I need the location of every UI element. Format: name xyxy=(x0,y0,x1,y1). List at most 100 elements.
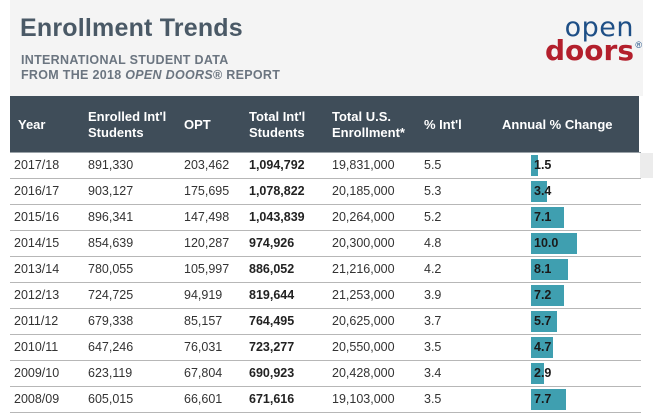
cell-us-enrollment: 20,185,000 xyxy=(332,184,395,198)
cell-us-enrollment: 20,264,000 xyxy=(332,210,395,224)
annual-change-label: 2.9 xyxy=(534,366,552,380)
cell-pct-intl: 5.2 xyxy=(424,210,442,224)
column-header-enrolled: Enrolled Int'l Students xyxy=(88,109,166,141)
cell-year: 2008/09 xyxy=(14,392,60,406)
subtitle-suffix: ® REPORT xyxy=(212,68,281,82)
cell-pct-intl: 4.8 xyxy=(424,236,442,250)
cell-enrolled: 780,055 xyxy=(88,262,134,276)
cell-us-enrollment: 20,300,000 xyxy=(332,236,395,250)
annual-change-bar xyxy=(531,207,564,228)
column-header-annual-change: Annual % Change xyxy=(502,117,613,133)
logo-registered-mark: ® xyxy=(635,40,642,50)
cell-us-enrollment: 20,625,000 xyxy=(332,314,395,328)
cell-us-enrollment: 20,428,000 xyxy=(332,366,395,380)
cell-opt: 175,695 xyxy=(184,184,230,198)
annual-change-bar xyxy=(531,259,568,280)
table-row: 2017/18 891,330 203,462 1,094,792 19,831,000… xyxy=(10,152,653,179)
table-header: Year Enrolled Int'l Students OPT Total In… xyxy=(10,96,639,152)
cell-year: 2014/15 xyxy=(14,236,60,250)
logo-doors-text: doors xyxy=(545,34,634,67)
cell-us-enrollment: 20,550,000 xyxy=(332,340,395,354)
cell-us-enrollment: 21,253,000 xyxy=(332,288,395,302)
header-band xyxy=(10,0,643,96)
cell-year: 2016/17 xyxy=(14,184,60,198)
column-header-total-line1: Total Int'l xyxy=(249,109,306,124)
subtitle-line-2: FROM THE 2018 OPEN DOORS® REPORT xyxy=(21,68,280,83)
cell-year: 2011/12 xyxy=(14,314,59,328)
cell-pct-intl: 3.4 xyxy=(424,366,442,380)
annual-change-label: 7.7 xyxy=(534,392,552,406)
cell-total: 671,616 xyxy=(249,392,295,406)
column-header-opt: OPT xyxy=(184,117,211,133)
column-header-pct-intl: % Int'l xyxy=(424,117,462,133)
annual-change-bar xyxy=(531,155,538,176)
cell-year: 2012/13 xyxy=(14,288,60,302)
cell-enrolled: 647,246 xyxy=(88,340,134,354)
annual-change-bar xyxy=(531,363,544,384)
cell-total: 690,923 xyxy=(249,366,295,380)
column-header-year-text: Year xyxy=(18,117,46,132)
cell-enrolled: 605,015 xyxy=(88,392,134,406)
cell-pct-intl: 4.2 xyxy=(424,262,442,276)
cell-enrolled: 903,127 xyxy=(88,184,134,198)
cell-total: 1,078,822 xyxy=(249,184,305,198)
table-row: 2012/13 724,725 94,919 819,644 21,253,000 3.9… xyxy=(10,283,641,309)
cell-enrolled: 854,639 xyxy=(88,236,134,250)
annual-change-label: 7.2 xyxy=(534,288,552,302)
cell-opt: 147,498 xyxy=(184,210,230,224)
table-row: 2009/10 623,119 67,804 690,923 20,428,000 3.4… xyxy=(10,361,641,387)
annual-change-label: 8.1 xyxy=(534,262,552,276)
table-body: 2017/18 891,330 203,462 1,094,792 19,831,000… xyxy=(10,152,653,413)
table-row: 2015/16 896,341 147,498 1,043,839 20,264,000… xyxy=(10,205,641,231)
cell-total: 764,495 xyxy=(249,314,295,328)
cell-opt: 67,804 xyxy=(184,366,223,380)
table-row: 2013/14 780,055 105,997 886,052 21,216,000 4.… xyxy=(10,257,641,283)
cell-total: 819,644 xyxy=(249,288,295,302)
page-subtitle: INTERNATIONAL STUDENT DATA FROM THE 2018… xyxy=(21,53,280,83)
open-doors-logo: open ® doors xyxy=(530,12,642,67)
column-header-us-line1: Total U.S. xyxy=(332,109,391,124)
cell-year: 2015/16 xyxy=(14,210,60,224)
page-title: Enrollment Trends xyxy=(20,14,243,42)
cell-total: 1,043,839 xyxy=(249,210,305,224)
logo-open-text: open xyxy=(564,12,634,43)
column-header-enrolled-line1: Enrolled Int'l xyxy=(88,109,167,124)
cell-pct-intl: 5.5 xyxy=(424,158,442,172)
column-header-total-line2: Students xyxy=(249,125,305,140)
cell-opt: 76,031 xyxy=(184,340,223,354)
cell-opt: 105,997 xyxy=(184,262,230,276)
annual-change-label: 4.7 xyxy=(534,340,552,354)
cell-total: 974,926 xyxy=(249,236,295,250)
annual-change-bar xyxy=(531,337,553,358)
table-row: 2011/12 679,338 85,157 764,495 20,625,000 3.7… xyxy=(10,309,641,335)
cell-enrolled: 724,725 xyxy=(88,288,134,302)
table-row: 2010/11 647,246 76,031 723,277 20,550,000 3.5… xyxy=(10,335,641,361)
column-header-opt-text: OPT xyxy=(184,117,211,132)
cell-opt: 66,601 xyxy=(184,392,223,406)
annual-change-bar xyxy=(531,311,557,332)
cell-year: 2017/18 xyxy=(14,158,60,172)
subtitle-line-1: INTERNATIONAL STUDENT DATA xyxy=(21,53,229,67)
annual-change-label: 7.1 xyxy=(534,210,552,224)
column-header-year: Year xyxy=(18,117,45,133)
column-header-pct-text: % Int'l xyxy=(424,117,462,132)
cell-pct-intl: 3.7 xyxy=(424,314,442,328)
table-row: 2016/17 903,127 175,695 1,078,822 20,185,000… xyxy=(10,179,641,205)
annual-change-bar xyxy=(531,389,566,410)
annual-change-label: 10.0 xyxy=(534,236,559,250)
column-header-us-line2: Enrollment* xyxy=(332,125,405,140)
cell-enrolled: 896,341 xyxy=(88,210,134,224)
column-header-us-enrollment: Total U.S. Enrollment* xyxy=(332,109,405,141)
annual-change-bar xyxy=(531,181,547,202)
cell-enrolled: 679,338 xyxy=(88,314,134,328)
cell-total: 1,094,792 xyxy=(249,158,305,172)
cell-opt: 203,462 xyxy=(184,158,230,172)
cell-enrolled: 623,119 xyxy=(88,366,133,380)
cell-pct-intl: 3.5 xyxy=(424,340,442,354)
cell-year: 2009/10 xyxy=(14,366,60,380)
cell-enrolled: 891,330 xyxy=(88,158,134,172)
cell-us-enrollment: 19,831,000 xyxy=(332,158,395,172)
annual-change-label: 1.5 xyxy=(534,158,552,172)
cell-pct-intl: 3.5 xyxy=(424,392,442,406)
annual-change-bar xyxy=(531,285,564,306)
